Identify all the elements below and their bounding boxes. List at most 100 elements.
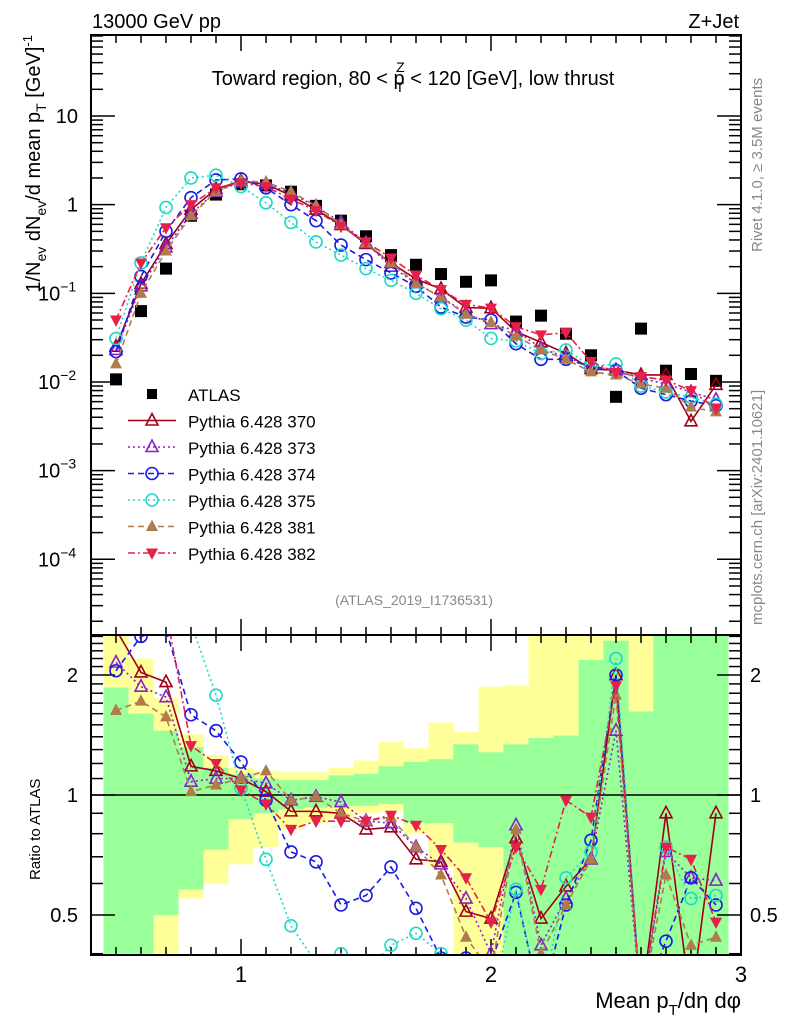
y-tick-label: 10: [56, 106, 78, 128]
data-point: [685, 400, 697, 412]
legend-entry-pythia-6-428-381: Pythia 6.428 381: [128, 519, 316, 538]
ratio-point: [385, 810, 397, 823]
data-point: [185, 200, 197, 212]
ratio-point: [160, 710, 172, 722]
ratio-point: [608, 666, 624, 681]
ratio-point: [158, 688, 174, 703]
ratio-point: [108, 653, 124, 668]
data-point: [635, 372, 647, 384]
data-point: [585, 357, 597, 369]
legend-marker: [144, 411, 160, 426]
inner-band-bin: [353, 773, 379, 806]
ratio-point: [510, 822, 522, 834]
ratio-point: [185, 741, 197, 753]
series-pythia-6-428-375: [109, 168, 723, 412]
ratio-point: [458, 889, 474, 904]
ratio-point: [658, 804, 674, 819]
ratio-point: [283, 802, 299, 817]
xlabel-b: /dη dφ: [678, 988, 741, 1013]
y-tick-exponent: −2: [60, 367, 76, 383]
data-point: [359, 252, 373, 267]
data-point: [108, 341, 124, 356]
mcplots-label: mcplots.cern.ch [arXiv:2401.10621]: [749, 390, 766, 625]
ratio-point: [235, 785, 247, 797]
data-point: [284, 215, 298, 230]
legend-marker: [144, 438, 160, 453]
main-title-sub: T: [396, 79, 405, 95]
ratio-point: [358, 820, 374, 835]
ratio-y-tick-label-right: 1: [750, 785, 761, 807]
ratio-point: [409, 926, 423, 941]
ratio-point: [560, 898, 572, 910]
ratio-point: [335, 806, 347, 818]
ratio-y-tick-label-right: 0.5: [750, 905, 778, 927]
header-left-label: 13000 GeV pp: [92, 11, 221, 33]
data-point: [660, 381, 672, 393]
data-point: [110, 373, 122, 386]
ratio-point: [284, 918, 298, 933]
main-title: Toward region, 80 < pTZ < 120 [GeV], low…: [212, 59, 615, 95]
data-point: [309, 235, 323, 249]
ratio-line: [115, 635, 717, 955]
ratio-point: [485, 917, 497, 930]
main-title-pre: Toward region, 80 < p: [212, 68, 405, 90]
ratio-point: [660, 842, 672, 855]
series-atlas: [110, 178, 722, 403]
data-point: [708, 376, 724, 391]
ratio-point: [309, 855, 323, 869]
data-point: [485, 303, 497, 316]
xlabel-a-sub: T: [669, 1002, 678, 1019]
ratio-point: [408, 850, 424, 865]
ratio-point: [285, 793, 297, 805]
data-point: [334, 238, 348, 252]
x-axis-label: Mean pT/dη dφ: [595, 988, 741, 1019]
ratio-point: [260, 763, 272, 776]
ratio-point: [310, 957, 322, 969]
data-point: [510, 322, 522, 334]
ratio-point: [536, 946, 546, 955]
data-point: [560, 328, 572, 340]
ratio-point: [185, 784, 197, 797]
ratio-point: [435, 868, 447, 880]
ratio-point: [710, 930, 722, 942]
inner-band-bin: [628, 711, 654, 954]
data-point: [110, 315, 122, 327]
data-point: [335, 221, 347, 234]
y-tick-label: 10−2: [38, 367, 76, 394]
data-point: [260, 182, 272, 194]
ylabel-d-sup: -1: [20, 35, 35, 47]
legend-label: Pythia 6.428 374: [188, 466, 316, 485]
ratio-y-tick-label: 0.5: [50, 905, 78, 927]
ratio-point: [234, 755, 248, 769]
ratio-point: [210, 758, 222, 771]
ratio-point: [308, 802, 324, 817]
y-tick-exponent: −3: [60, 456, 76, 472]
ratio-point: [183, 757, 199, 772]
legend-marker: [147, 389, 157, 399]
ratio-point: [434, 951, 448, 955]
ratio-point: [110, 703, 122, 715]
data-point: [460, 299, 472, 312]
legend-label: Pythia 6.428 375: [188, 492, 316, 511]
legend-marker: [145, 466, 159, 481]
y-tick-label: 10−1: [38, 278, 76, 305]
inner-band-bin: [428, 759, 454, 824]
ratio-frame: [90, 634, 742, 956]
ratio-point: [585, 852, 597, 864]
data-point: [610, 367, 622, 380]
data-point: [135, 258, 147, 270]
data-point: [160, 244, 172, 256]
data-point: [160, 262, 172, 275]
ratio-point: [158, 673, 174, 688]
ratio-point: [684, 871, 698, 885]
data-point: [410, 258, 422, 271]
data-point: [434, 301, 448, 316]
data-point: [683, 412, 699, 427]
data-point: [285, 184, 297, 197]
ratio-point: [708, 872, 724, 886]
ratio-point: [210, 778, 222, 790]
ratio-point: [433, 853, 449, 868]
y-tick-exponent: −1: [60, 278, 76, 294]
ylabel-c: /d mean p: [23, 112, 45, 201]
data-point: [484, 331, 498, 346]
